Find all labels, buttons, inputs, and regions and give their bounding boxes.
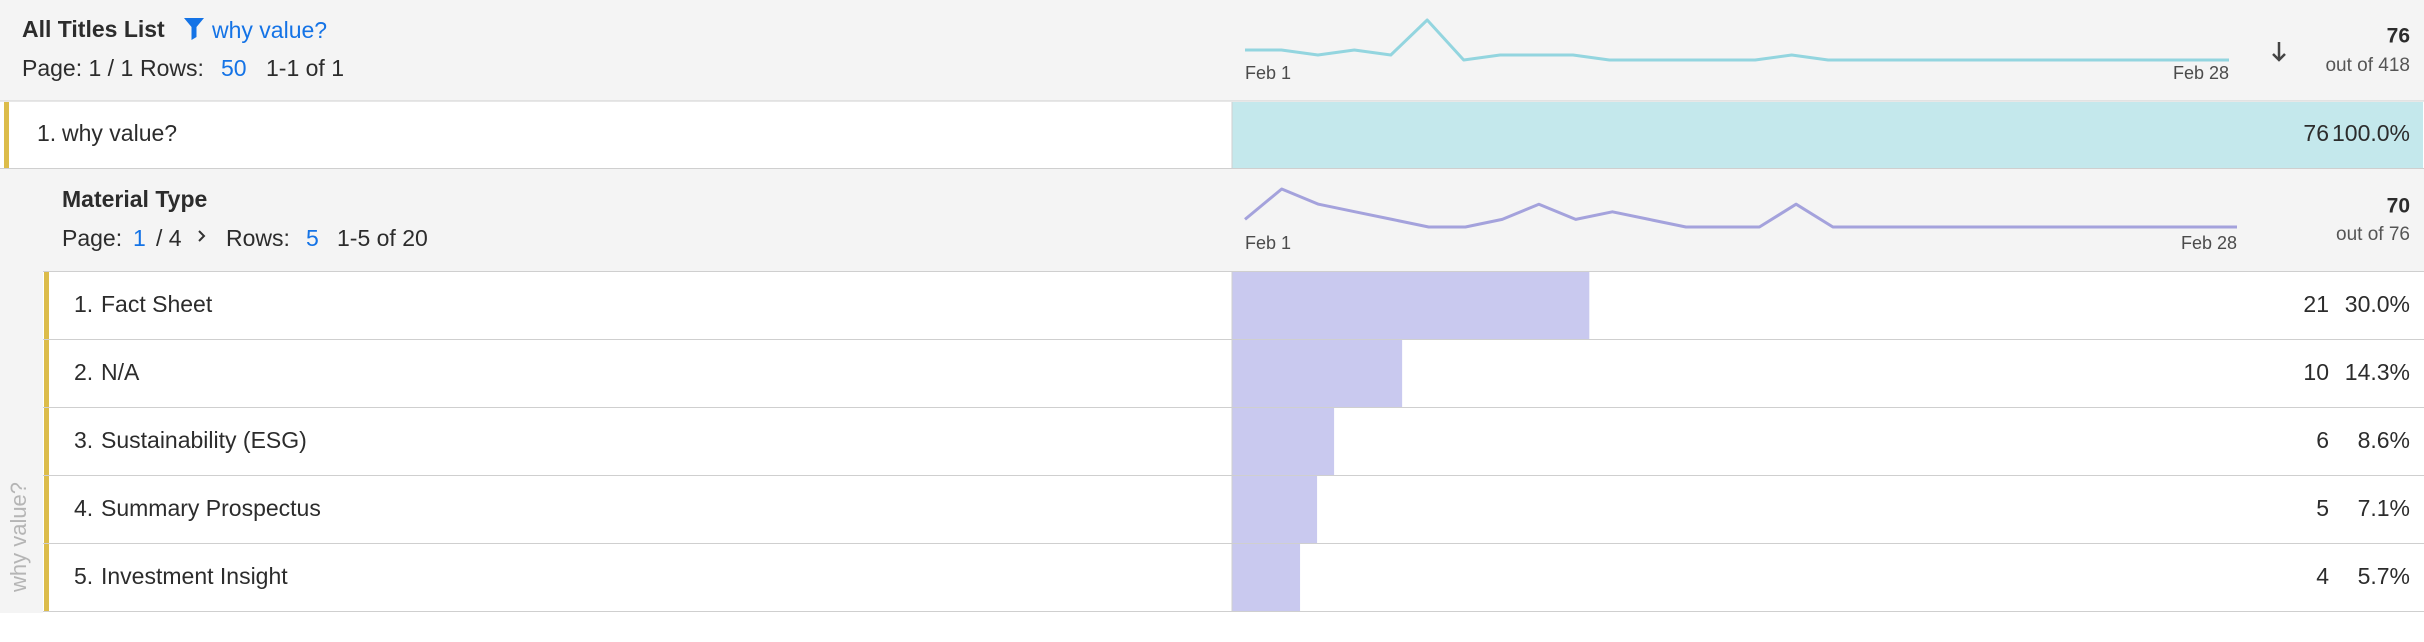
row-index: 3. xyxy=(74,427,93,453)
row-index: 2. xyxy=(74,359,93,385)
header-bg xyxy=(0,0,2424,101)
row-name[interactable]: Summary Prospectus xyxy=(101,495,321,521)
range: 1-5 of 20 xyxy=(337,225,428,251)
rows-select[interactable]: 50 xyxy=(221,55,247,81)
row-name[interactable]: Fact Sheet xyxy=(101,291,213,317)
row-index: 1. xyxy=(74,291,93,317)
percent: 5.7% xyxy=(2358,563,2410,589)
row-marker xyxy=(44,272,49,339)
out-of: out of 76 xyxy=(2336,224,2410,245)
rows-select[interactable]: 5 xyxy=(306,225,319,251)
page-current[interactable]: 1 xyxy=(133,225,146,251)
row-name[interactable]: N/A xyxy=(101,359,140,385)
percent: 8.6% xyxy=(2358,427,2410,453)
bar xyxy=(1232,544,1301,611)
percent: 7.1% xyxy=(2358,495,2410,521)
row-index: 5. xyxy=(74,563,93,589)
table-title: All Titles List xyxy=(22,16,165,42)
filter-link[interactable]: why value? xyxy=(211,17,327,43)
row-marker xyxy=(44,340,49,407)
page-label: Page: xyxy=(62,225,122,251)
count: 4 xyxy=(2316,563,2329,589)
percent: 30.0% xyxy=(2345,291,2410,317)
percent: 14.3% xyxy=(2345,359,2410,385)
bar xyxy=(1232,340,1403,407)
row-bg xyxy=(0,102,1232,168)
bar xyxy=(1232,408,1335,475)
start-date: Feb 1 xyxy=(1245,233,1291,253)
bar xyxy=(1232,102,2423,168)
count: 76 xyxy=(2303,120,2329,146)
row-marker xyxy=(4,102,9,168)
row-index: 1. xyxy=(37,120,56,146)
count: 5 xyxy=(2316,495,2329,521)
next-page[interactable] xyxy=(198,230,206,242)
total: 70 xyxy=(2387,195,2410,218)
count: 10 xyxy=(2303,359,2329,385)
sparkline xyxy=(1245,18,2229,62)
row-index: 4. xyxy=(74,495,93,521)
row-name[interactable]: Investment Insight xyxy=(101,563,288,589)
sort-arrow[interactable] xyxy=(2272,42,2286,62)
bar xyxy=(1232,272,1590,339)
end-date: Feb 28 xyxy=(2173,63,2229,83)
row-marker xyxy=(44,408,49,475)
row-marker xyxy=(44,476,49,543)
bar xyxy=(1232,476,1318,543)
out-of: out of 418 xyxy=(2325,55,2410,76)
row-name[interactable]: why value? xyxy=(61,120,177,146)
sparkline xyxy=(1244,187,2237,229)
count: 6 xyxy=(2316,427,2329,453)
page-info: Page: 1 / 1 xyxy=(22,55,133,81)
range: 1-1 of 1 xyxy=(266,55,344,81)
breakdown-title: Material Type xyxy=(62,186,207,212)
end-date: Feb 28 xyxy=(2181,233,2237,253)
row-marker xyxy=(44,544,49,611)
rows-label: Rows: xyxy=(140,55,204,81)
side-strip xyxy=(0,169,43,613)
row-name[interactable]: Sustainability (ESG) xyxy=(101,427,307,453)
breakdown-header-bg xyxy=(43,169,2424,271)
count: 21 xyxy=(2303,291,2329,317)
start-date: Feb 1 xyxy=(1245,63,1291,83)
total: 76 xyxy=(2387,25,2410,48)
filter-icon xyxy=(184,18,204,40)
page-total: / 4 xyxy=(156,225,182,251)
rows-label: Rows: xyxy=(226,225,290,251)
percent: 100.0% xyxy=(2332,120,2410,146)
side-label: why value? xyxy=(6,482,31,593)
